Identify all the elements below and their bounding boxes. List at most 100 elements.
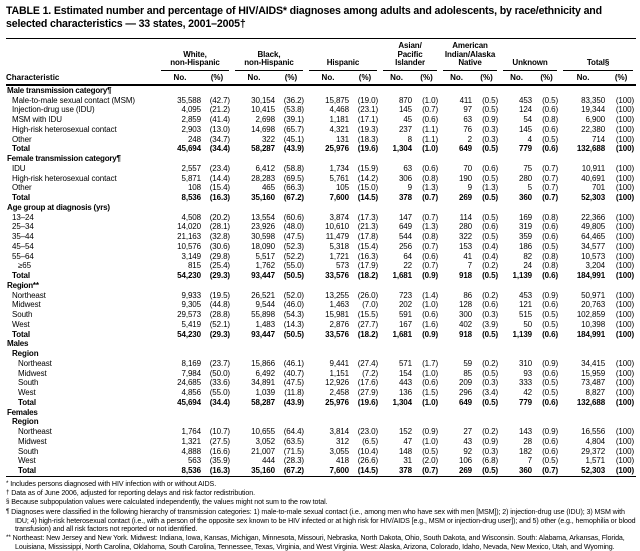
cell-pct (350, 85, 380, 96)
table-row: 13–24 4,508 (20.2) 13,554 (60.6) 3,874 (17.3) 1… (6, 213, 636, 223)
row-label: Midwest (18, 368, 47, 378)
cell-pct: (14.5) (357, 193, 379, 203)
cell-pct: (67.2) (276, 466, 306, 477)
cell-no: 649 (458, 397, 473, 407)
cell-pct: (100) (615, 456, 635, 466)
cell-pct: (47.5) (283, 378, 304, 388)
cell-no: 82 (523, 251, 533, 261)
cell-pct: (0.2) (482, 290, 499, 300)
cell-no: 6,412 (255, 163, 275, 173)
cell-no: 1,571 (585, 456, 606, 466)
row-label: 13–24 (12, 212, 34, 222)
cell-no: 64,465 (581, 232, 606, 242)
cell-no: 4,804 (585, 436, 606, 446)
cell-pct: (0.6) (542, 124, 559, 134)
cell-no: 571 (398, 358, 413, 368)
section-header-row: Male transmission category¶ (6, 85, 636, 96)
cell-no: 45 (403, 115, 413, 125)
cell-pct: (6.5) (362, 436, 379, 446)
cell-pct (606, 154, 636, 164)
cell-pct (606, 339, 636, 349)
cell-no (560, 203, 606, 213)
cell-no: 33,576 (325, 329, 349, 339)
cell-pct: (52.1) (209, 319, 230, 329)
cell-pct (606, 281, 636, 291)
cell-no: 128 (458, 300, 473, 310)
cell-pct (350, 349, 380, 359)
footnote-symbol: ** (6, 533, 11, 541)
cell-no: 114 (459, 212, 473, 222)
row-label: 45–54 (12, 241, 34, 251)
cell-no: 7 (467, 261, 473, 271)
cell-pct: (0.6) (422, 378, 439, 388)
cell-pct: (0.5) (482, 271, 499, 281)
cell-no (158, 85, 202, 96)
pct-header-hispanic: (%) (350, 70, 381, 86)
cell-no: 152 (398, 427, 413, 437)
cell-pct: (0.5) (542, 319, 559, 329)
cell-pct (202, 339, 232, 349)
row-label: Total (6, 466, 158, 477)
cell-pct (350, 203, 380, 213)
cell-pct: (19.6) (357, 397, 379, 407)
cell-pct: (0.5) (482, 193, 499, 203)
cell-pct: (0.6) (542, 329, 559, 339)
cell-pct: (19.5) (209, 290, 230, 300)
table-row: Midwest 1,321 (27.5) 3,052 (63.5) 312 (6.5) 47 (… (6, 437, 636, 447)
cell-pct: (0.6) (542, 397, 559, 407)
cell-pct: (0.5) (542, 378, 559, 388)
cell-pct: (71.5) (283, 446, 304, 456)
cell-pct (276, 154, 306, 164)
column-group-white-non-hispanic: White, non-Hispanic (158, 37, 232, 71)
cell-pct: (0.5) (482, 232, 499, 242)
cell-no: 145 (518, 124, 533, 134)
pct-header-asian-pacific-islander: (%) (413, 70, 441, 86)
cell-no: 4,888 (181, 446, 201, 456)
footnotes: * Includes persons diagnosed with HIV in… (6, 480, 638, 551)
cell-no (158, 203, 202, 213)
cell-pct (202, 85, 232, 96)
cell-pct: (14.4) (209, 173, 230, 183)
cell-pct: (0.6) (482, 300, 499, 310)
cell-no: 1,139 (512, 271, 533, 281)
cell-pct: (16.3) (209, 193, 230, 203)
cell-pct: (0.6) (542, 105, 559, 115)
row-label: South (12, 310, 33, 320)
cell-pct (533, 417, 560, 427)
cell-no: 714 (591, 134, 606, 144)
table-row: South 4,888 (16.6) 21,007 (71.5) 3,055 (10.4) 1… (6, 447, 636, 457)
cell-no (380, 154, 413, 164)
cell-no: 59 (463, 358, 473, 368)
cell-no: 169 (518, 212, 533, 222)
cell-pct: (0.8) (542, 251, 559, 261)
cell-pct (413, 339, 440, 349)
cell-pct: (0.3) (482, 124, 499, 134)
table-row: West 563 (35.9) 444 (28.3) 418 (26.6) 31 (2.0) 10… (6, 456, 636, 466)
cell-no: 1,039 (255, 388, 275, 398)
cell-no: 18,090 (251, 241, 275, 251)
cell-pct: (100) (615, 427, 635, 437)
cell-no: 1,734 (329, 163, 349, 173)
cell-pct: (60.6) (283, 212, 304, 222)
cell-no: 15,875 (325, 95, 349, 105)
cell-no: 21,007 (251, 446, 275, 456)
cell-pct: (0.2) (482, 358, 499, 368)
cell-pct: (48.0) (283, 222, 304, 232)
cell-pct: (0.5) (542, 456, 559, 466)
cell-no: 5,419 (181, 319, 201, 329)
cell-pct (350, 281, 380, 291)
cell-pct: (14.2) (357, 173, 379, 183)
cell-no: 8,536 (158, 466, 202, 477)
cell-pct: (0.5) (542, 388, 559, 398)
cell-pct: (50.0) (209, 368, 230, 378)
cell-no: 360 (518, 193, 533, 203)
cell-no (440, 417, 473, 427)
cell-no: 16,556 (581, 427, 606, 437)
cell-no: 319 (518, 222, 533, 232)
cell-no: 1,681 (392, 329, 413, 339)
row-label: Total (12, 193, 31, 203)
pct-header-black-non-hispanic: (%) (276, 70, 306, 86)
cell-no (500, 349, 533, 359)
table-row: Total 45,694 (34.4) 58,287 (43.9) 25,976 (19.6… (6, 144, 636, 154)
cell-no: 73,487 (581, 378, 606, 388)
